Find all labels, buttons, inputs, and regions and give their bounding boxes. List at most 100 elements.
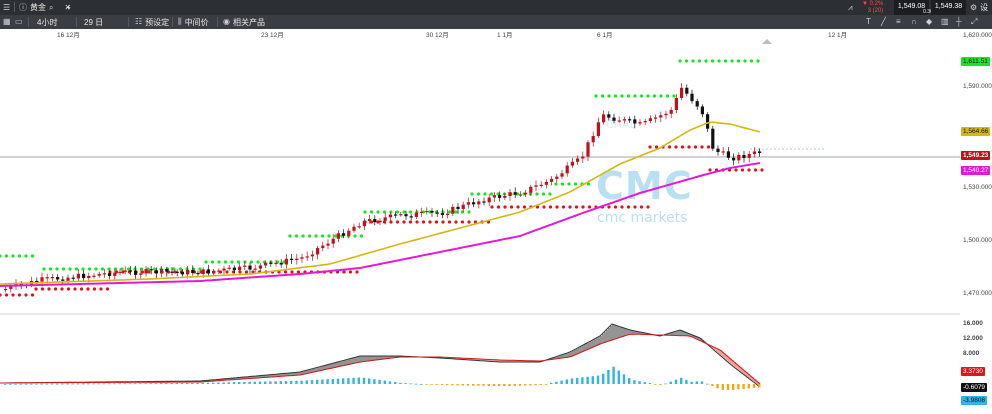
close-icon[interactable]: ✕ (64, 2, 72, 12)
period-select[interactable]: 29 日 (84, 17, 104, 27)
channel-dot-lower (626, 205, 631, 209)
macd-fill (296, 372, 299, 376)
macd-histogram-bar (321, 379, 324, 384)
magnet-icon: ∩ (911, 17, 917, 26)
divider (128, 17, 129, 27)
menu-button[interactable]: ☰ (3, 0, 10, 15)
scroll-up-icon[interactable] (762, 39, 772, 44)
candle-body (555, 176, 559, 179)
macd-fill (318, 367, 321, 372)
channel-dot-upper (11, 254, 15, 258)
candle-body (352, 226, 356, 231)
date-axis: 16 12月 23 12月 30 12月 1 1月 6 1月 12 1月 (0, 29, 960, 39)
channel-dot-upper (61, 267, 66, 271)
candle-body (253, 268, 257, 270)
macd-histogram-bar (732, 384, 735, 390)
macd-fill (564, 354, 567, 358)
macd-histogram-bar (581, 377, 584, 384)
macd-fill (754, 378, 757, 383)
channel-dot-upper (454, 210, 458, 214)
channel-dot-upper (678, 59, 682, 63)
draw-line-button[interactable]: ╱ (881, 15, 886, 29)
crosshair-button[interactable]: ┼ (956, 15, 962, 29)
channel-dot-upper (697, 59, 702, 63)
chart-type-button[interactable]: ⩘ (848, 0, 853, 15)
channel-dot-upper (567, 182, 571, 186)
macd-fill (326, 365, 329, 370)
macd-fill (356, 357, 359, 364)
macd-fill (508, 360, 511, 363)
macd-histogram-bar (420, 384, 423, 385)
fullscreen-button[interactable]: ⤢ (971, 15, 977, 29)
macd-fill (338, 361, 341, 367)
candle-body (586, 142, 590, 157)
instrument-tab[interactable]: ⓘ 黄金 ⌕ ✕ (19, 0, 71, 15)
channel-dot-lower (296, 270, 301, 274)
lower-band-tag: 1,540.27 (961, 166, 991, 175)
text-tool-button[interactable]: T (866, 15, 871, 29)
channel-dot-lower (747, 168, 751, 172)
midprice-button[interactable]: ⫼ 中间价 (178, 17, 209, 27)
channel-dot-lower (654, 145, 659, 149)
delete-button[interactable]: ▥ (941, 15, 949, 29)
macd-histogram-bar (175, 383, 178, 384)
channel-dot-upper (600, 94, 605, 98)
window-button[interactable]: ▭ (15, 15, 23, 29)
macd-fill (582, 345, 585, 352)
macd-fill (712, 346, 715, 349)
related-products-button[interactable]: ◉ 相关产品 (223, 17, 265, 27)
timeframe-select[interactable]: 4小时 (37, 17, 58, 27)
channel-dot-upper (333, 234, 338, 238)
fib-tool-button[interactable]: ≡ (896, 15, 901, 29)
macd-fill (484, 359, 487, 362)
macd-fill (446, 357, 449, 359)
magnet-button[interactable]: ∩ (911, 15, 917, 29)
line-tool-icon: ╱ (881, 17, 886, 26)
candle-body (581, 156, 585, 159)
macd-fill (396, 356, 399, 358)
buy-price-button[interactable]: 1,549.38 (931, 0, 966, 15)
channel-dot-upper (554, 182, 558, 186)
channel-dot-lower (0, 293, 2, 297)
layout-button[interactable]: ▦ (3, 15, 11, 29)
channel-dot-lower (587, 205, 592, 209)
channel-dot-lower (613, 205, 618, 209)
channel-dot-upper (659, 94, 663, 98)
macd-fill (646, 333, 649, 335)
macd-histogram-bar (695, 381, 698, 384)
macd-fill (382, 356, 385, 360)
macd-fill (252, 376, 255, 379)
channel-dot-upper (327, 234, 331, 238)
candle-body (570, 161, 574, 166)
price-chart[interactable] (0, 38, 960, 414)
macd-fill (368, 356, 371, 362)
ma-slow-line (0, 162, 761, 287)
preset-button[interactable]: ☷ 预设定 (135, 17, 170, 27)
macd-fill (304, 370, 307, 375)
macd-histogram-bar (742, 384, 745, 389)
add-tab-button[interactable]: + (66, 3, 71, 12)
macd-fill (472, 358, 475, 361)
macd-histogram-bar (602, 373, 605, 384)
macd-fill (222, 379, 225, 381)
macd-tick: 12.000 (963, 335, 983, 342)
channel-dot-upper (594, 94, 598, 98)
settings-button[interactable]: ⚙ 设 (970, 2, 989, 12)
macd-fill (680, 330, 683, 336)
candle-body (258, 265, 262, 269)
alert-button[interactable]: ◆ (926, 15, 932, 29)
candle-body (310, 254, 314, 257)
macd-histogram-bar (326, 379, 329, 384)
macd-histogram-bar (622, 374, 626, 384)
macd-fill (264, 375, 267, 378)
search-icon[interactable]: ⌕ (49, 2, 54, 12)
macd-histogram-bar (290, 380, 293, 384)
macd-fill (752, 377, 755, 382)
macd-histogram-bar (284, 381, 288, 384)
channel-dot-lower (467, 220, 471, 224)
channel-dot-upper (210, 260, 215, 264)
signal-line (0, 333, 761, 385)
macd-histogram-bar (674, 379, 678, 384)
macd-fill (718, 349, 721, 354)
sell-price-button[interactable]: 1,549.08 (894, 0, 929, 15)
